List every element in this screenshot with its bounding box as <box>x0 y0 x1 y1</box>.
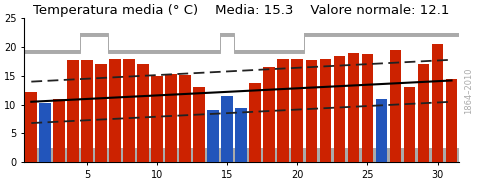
Bar <box>277 59 289 162</box>
Bar <box>208 110 219 162</box>
Bar <box>39 103 51 162</box>
Bar <box>221 96 233 162</box>
Bar <box>404 87 415 162</box>
Bar <box>389 50 402 162</box>
Bar <box>376 99 387 162</box>
Bar <box>320 59 331 162</box>
Bar <box>26 92 37 162</box>
Bar <box>249 83 261 162</box>
Bar <box>179 75 191 162</box>
Bar <box>417 64 430 162</box>
Bar <box>165 74 177 162</box>
Bar <box>264 67 275 162</box>
Bar <box>123 59 136 162</box>
Bar <box>432 44 443 162</box>
Bar <box>54 99 65 162</box>
Bar <box>67 60 79 162</box>
Bar <box>95 64 108 162</box>
Bar <box>137 64 149 162</box>
Bar <box>333 56 346 162</box>
Bar <box>236 107 247 162</box>
Bar <box>292 59 303 162</box>
Title: Temperatura media (° C)    Media: 15.3    Valore normale: 12.1: Temperatura media (° C) Media: 15.3 Valo… <box>33 4 450 17</box>
Bar <box>109 59 121 162</box>
Bar <box>348 53 359 162</box>
Bar <box>151 76 164 162</box>
Bar <box>305 60 317 162</box>
Bar <box>445 79 458 162</box>
Bar <box>82 60 93 162</box>
Text: 1864–2010: 1864–2010 <box>464 67 473 114</box>
Bar <box>193 87 205 162</box>
Bar <box>361 54 374 162</box>
